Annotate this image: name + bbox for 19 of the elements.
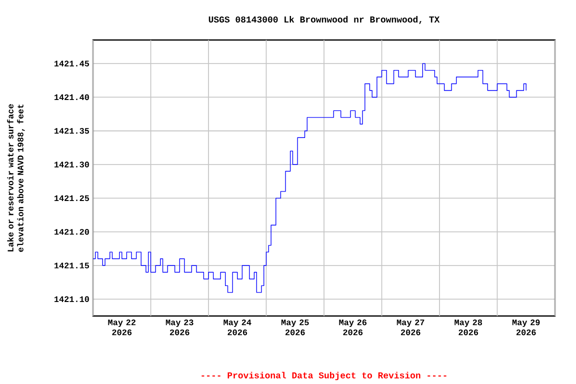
y-tick-label: 1421.35 [54, 128, 90, 134]
x-tick-label: May 22 2026 [108, 320, 136, 336]
y-tick-label: 1421.15 [54, 262, 90, 268]
text: ---- Provisional Data Subject to Revision ---- [202, 372, 446, 380]
x-tick-label: May 23 2026 [166, 320, 194, 336]
y-tick-label: 1421.10 [54, 296, 89, 302]
x-tick-label: May 25 2026 [281, 320, 309, 336]
y-tick-label: 1421.40 [54, 94, 89, 100]
x-tick-label: May 24 2026 [224, 320, 252, 336]
y-tick-label: 1421.20 [54, 228, 89, 235]
x-tick-label: May 29 2026 [512, 320, 540, 336]
x-tick-label: May 26 2026 [339, 320, 367, 336]
x-tick-label: May 28 2026 [454, 320, 482, 336]
y-tick-label: 1421.25 [54, 195, 90, 202]
x-tick-label: May 27 2026 [396, 320, 424, 336]
y-axis-title: Lake or reservoir water surface elevation above NAVD 1988, feet [7, 104, 25, 252]
y-tick-label: 1421.45 [54, 60, 90, 66]
chart-title: USGS 08143000 Lk Brownwood nr Brownwood, TX [208, 16, 440, 24]
y-tick-label: 1421.30 [54, 162, 89, 168]
